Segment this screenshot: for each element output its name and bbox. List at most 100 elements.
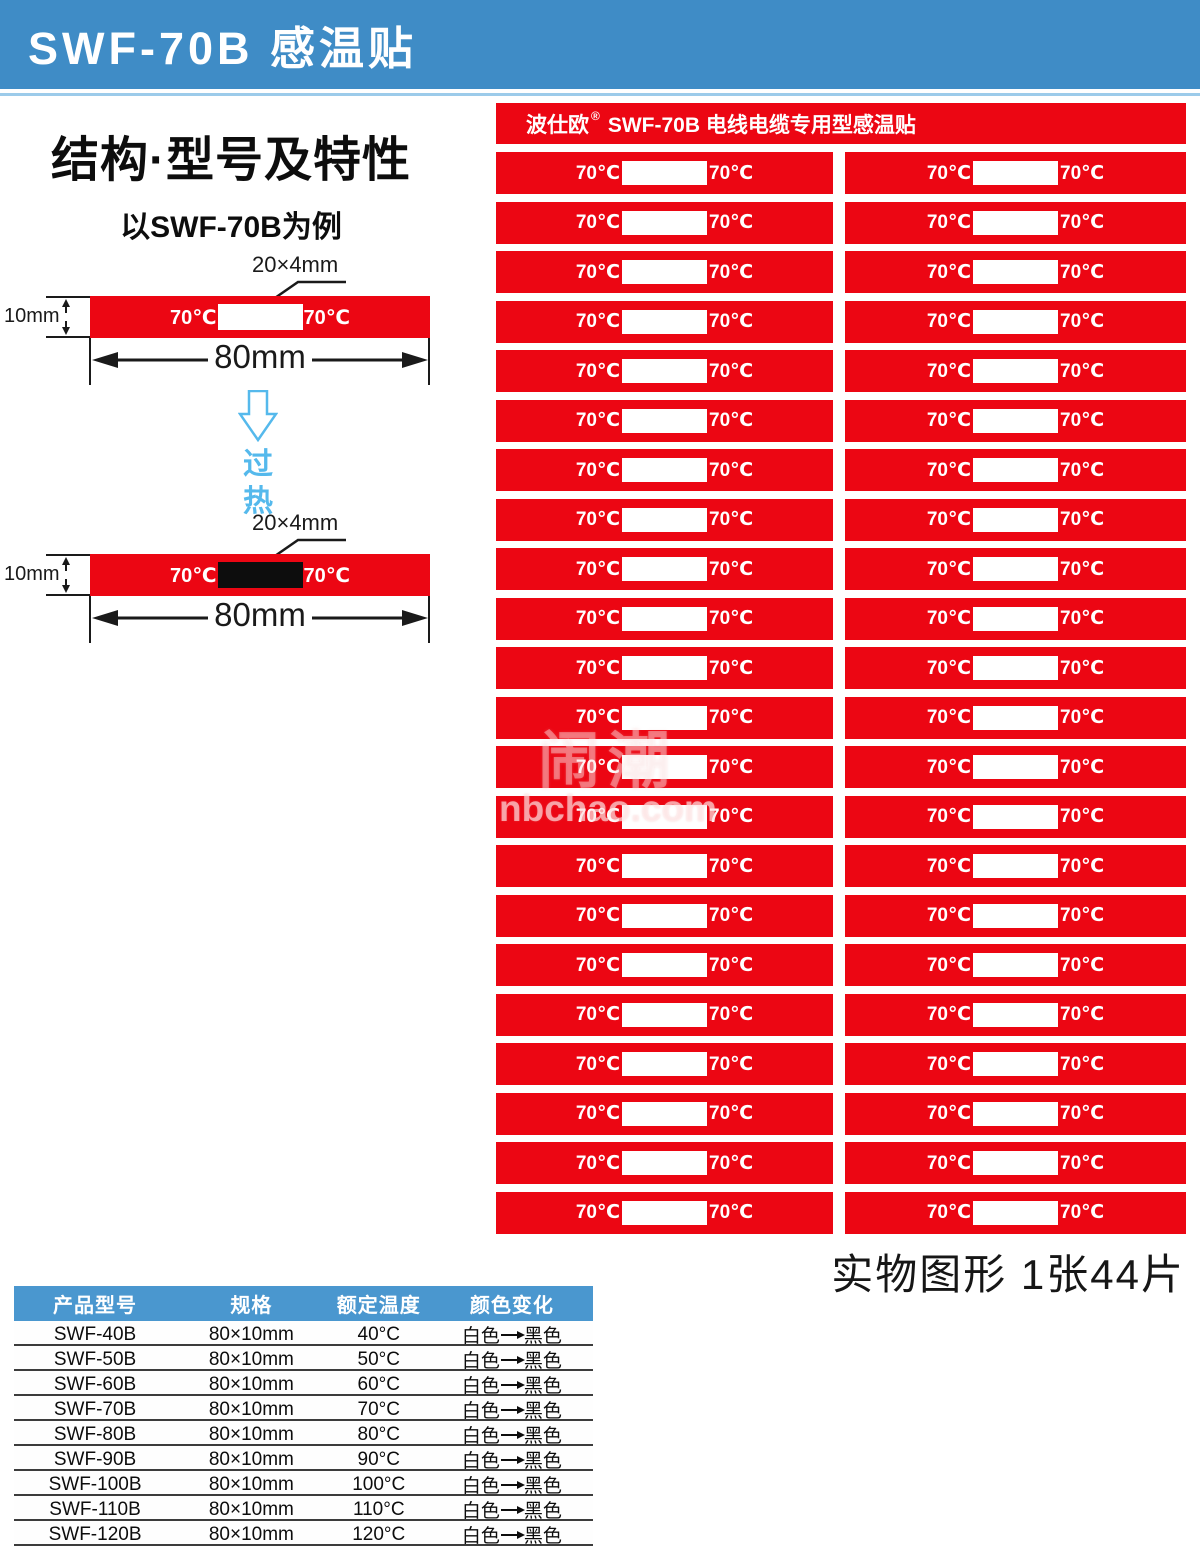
temperature-sticker: 70℃ 70℃: [845, 944, 1186, 986]
sticker-temp-right: 70℃: [1060, 707, 1105, 728]
sticker-temp-left: 70℃: [575, 162, 620, 184]
sticker-window: [973, 1101, 1058, 1126]
diagram-temp-right: 70℃: [303, 306, 350, 329]
sticker-temp-right: 70℃: [709, 1152, 754, 1174]
cell-temp: 80°C: [357, 1423, 400, 1445]
cell-temp: 100°C: [352, 1473, 406, 1495]
sticker-temp-right: 70℃: [709, 954, 754, 976]
color-from: 白色: [461, 1476, 500, 1497]
sticker-window: [973, 458, 1058, 482]
cell-spec: 80×10mm: [208, 1498, 294, 1520]
height-dimension-arrows: [46, 554, 90, 596]
sticker-window: [622, 161, 707, 185]
sticker-temp-right: 70℃: [709, 855, 754, 877]
sticker-temp-right: 70℃: [1060, 608, 1105, 629]
sticker-grid: 70℃ 70℃ 70℃ 70℃ 70℃ 70℃ 70℃ 70℃ 70℃ 70℃ 70℃ 70℃ 70℃ 7…: [496, 152, 1186, 1234]
sticker-window: [622, 903, 707, 928]
column-header: 规格: [230, 1295, 273, 1317]
color-from: 白色: [461, 1351, 500, 1372]
cell-model: SWF-80B: [53, 1423, 137, 1445]
color-to: 黑色: [523, 1451, 562, 1472]
sticker-temp-left: 70℃: [575, 509, 620, 530]
sticker-temp-right: 70℃: [709, 261, 754, 283]
sticker-temp-left: 70℃: [926, 311, 971, 332]
sticker-window: [622, 953, 707, 977]
sticker-temp-left: 70℃: [926, 410, 971, 431]
color-to: 黑色: [523, 1376, 562, 1397]
cell-color-change: 白色 黑色: [431, 1471, 593, 1498]
sticker-window: [622, 210, 707, 235]
spec-table-header: 产品型号 规格 额定温度 颜色变化: [14, 1286, 593, 1321]
cell-spec: 80×10mm: [208, 1398, 294, 1420]
temperature-sticker: 70℃ 70℃: [496, 300, 833, 343]
color-from: 白色: [461, 1326, 500, 1347]
cell-color-change: 白色 黑色: [431, 1346, 593, 1373]
sticker-temp-right: 70℃: [709, 657, 754, 679]
temperature-sticker: 70℃ 70℃: [845, 1043, 1186, 1085]
sticker-temp-right: 70℃: [1060, 311, 1105, 332]
sticker-temp-left: 70℃: [575, 1103, 620, 1124]
color-from: 白色: [461, 1451, 500, 1472]
sticker-window: [622, 359, 707, 383]
sticker-temp-right: 70℃: [709, 1053, 754, 1075]
spec-table: 产品型号 规格 额定温度 颜色变化 SWF-40B 80×10mm 40°C 白色 黑色 SWF…: [14, 1286, 593, 1547]
cell-temp: 110°C: [352, 1498, 405, 1520]
sticker-temp-right: 70℃: [1060, 1152, 1105, 1174]
registered-mark-icon: ®: [591, 108, 600, 123]
sticker-window: [622, 507, 707, 532]
cell-temp: 70°C: [357, 1398, 400, 1420]
sticker-window: [973, 161, 1058, 185]
sticker-temp-right: 70℃: [1060, 657, 1105, 679]
sticker-window: [973, 705, 1058, 730]
temperature-sticker: 70℃ 70℃: [845, 845, 1186, 887]
sticker-window: [973, 359, 1058, 383]
sticker-temp-left: 70℃: [926, 1004, 971, 1025]
sticker-temp-left: 70℃: [926, 806, 971, 827]
sticker-temp-left: 70℃: [575, 558, 620, 580]
sticker-window: [973, 854, 1058, 878]
temperature-sticker: 70℃ 70℃: [496, 894, 833, 937]
arrow-right-icon: [500, 1405, 525, 1414]
temperature-sticker: 70℃ 70℃: [845, 1142, 1186, 1184]
sticker-diagram-overheated: 70℃ 70℃: [90, 554, 430, 596]
temperature-sticker: 70℃ 70℃: [845, 993, 1186, 1036]
temperature-sticker: 70℃ 70℃: [496, 1043, 833, 1085]
sticker-window: [622, 854, 707, 878]
header-divider: [0, 93, 1200, 96]
sticker-temp-right: 70℃: [1060, 261, 1105, 283]
sticker-temp-left: 70℃: [926, 657, 971, 679]
arrow-right-icon: [500, 1530, 525, 1539]
sticker-temp-left: 70℃: [575, 905, 620, 926]
cell-model: SWF-110B: [49, 1498, 141, 1520]
temperature-sticker: 70℃ 70℃: [845, 696, 1186, 739]
temperature-sticker: 70℃ 70℃: [845, 152, 1186, 194]
cell-model: SWF-70B: [53, 1398, 137, 1420]
sticker-temp-left: 70℃: [575, 1152, 620, 1174]
cell-spec: 80×10mm: [208, 1423, 294, 1445]
sheet-caption: 实物图形 1张44片: [831, 1251, 1185, 1298]
cell-spec: 80×10mm: [208, 1323, 294, 1345]
sticker-window: [622, 1151, 707, 1175]
height-dimension-arrows: [46, 296, 90, 338]
temperature-sticker: 70℃ 70℃: [496, 993, 833, 1036]
product-sheet-title: SWF-70B 电线电缆专用型感温贴: [607, 113, 916, 137]
sticker-temp-right: 70℃: [1060, 509, 1105, 530]
temperature-sticker: 70℃ 70℃: [845, 1092, 1186, 1135]
extension-line: [428, 596, 430, 643]
color-to: 黑色: [523, 1426, 562, 1447]
temperature-sticker: 70℃ 70℃: [496, 845, 833, 887]
window-size-label: 20×4mm: [252, 252, 339, 277]
brand-name: 波仕欧: [526, 113, 589, 137]
sticker-temp-right: 70℃: [709, 459, 754, 481]
table-row: SWF-90B 80×10mm 90°C 白色 黑色: [14, 1446, 593, 1472]
section-subheading: 以SWF-70B为例: [120, 211, 342, 244]
sticker-window: [622, 557, 707, 581]
diagram-temp-left: 70℃: [170, 306, 217, 329]
sticker-window: [622, 705, 707, 730]
arrow-right-icon: [500, 1455, 525, 1464]
cell-temp: 60°C: [357, 1373, 400, 1395]
column-header: 额定温度: [336, 1295, 421, 1317]
sticker-temp-left: 70℃: [575, 410, 620, 431]
page-header: SWF-70B 感温贴: [0, 0, 1200, 89]
sticker-temp-left: 70℃: [926, 608, 971, 629]
